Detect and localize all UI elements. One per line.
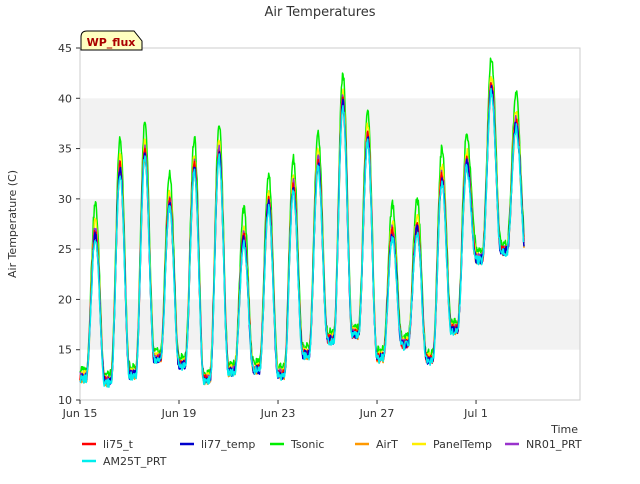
background-bands: [80, 98, 580, 350]
y-tick-label: 45: [58, 42, 72, 55]
x-tick-label: Jun 23: [260, 407, 296, 420]
annotation-label: WP_flux: [87, 36, 136, 49]
legend-label: PanelTemp: [433, 438, 492, 451]
series-line-am25t-prt: [79, 87, 525, 388]
legend-label: AirT: [376, 438, 398, 451]
y-tick-label: 30: [58, 193, 72, 206]
y-tick-label: 25: [58, 243, 72, 256]
legend-item-nr01-prt: NR01_PRT: [505, 438, 582, 451]
legend: li75_t li77_temp Tsonic AirT PanelTemp NR01_P…: [82, 438, 582, 468]
legend-label: li75_t: [103, 438, 134, 451]
legend-item-airt: AirT: [355, 438, 398, 451]
x-axis-label: Time: [550, 423, 578, 436]
legend-label: AM25T_PRT: [103, 455, 167, 468]
chart-title: Air Temperatures: [264, 5, 375, 20]
x-tick-label: Jul 1: [463, 407, 488, 420]
legend-item-li77-temp: li77_temp: [180, 438, 255, 451]
y-tick-label: 40: [58, 92, 72, 105]
legend-label: Tsonic: [290, 438, 324, 451]
legend-item-am25t-prt: AM25T_PRT: [82, 455, 167, 468]
legend-item-li75-t: li75_t: [82, 438, 134, 451]
y-tick-label: 15: [58, 344, 72, 357]
x-tick-label: Jun 19: [161, 407, 197, 420]
y-axis: 10 15 20 25 30 35 40 45: [58, 42, 80, 407]
x-axis: Jun 15 Jun 19 Jun 23 Jun 27 Jul 1: [62, 400, 488, 420]
series-layer: [79, 57, 525, 388]
band: [80, 98, 580, 149]
annotation-box: WP_flux: [80, 30, 143, 51]
x-tick-label: Jun 15: [62, 407, 98, 420]
legend-item-paneltemp: PanelTemp: [412, 438, 492, 451]
legend-label: li77_temp: [201, 438, 255, 451]
band: [80, 198, 580, 250]
x-tick-label: Jun 27: [359, 407, 395, 420]
y-tick-label: 20: [58, 293, 72, 306]
legend-label: NR01_PRT: [526, 438, 582, 451]
y-tick-label: 35: [58, 143, 72, 156]
y-tick-label: 10: [58, 394, 72, 407]
legend-item-tsonic: Tsonic: [270, 438, 324, 451]
plot-frame: [79, 47, 581, 401]
y-axis-label: Air Temperature (C): [6, 170, 19, 278]
